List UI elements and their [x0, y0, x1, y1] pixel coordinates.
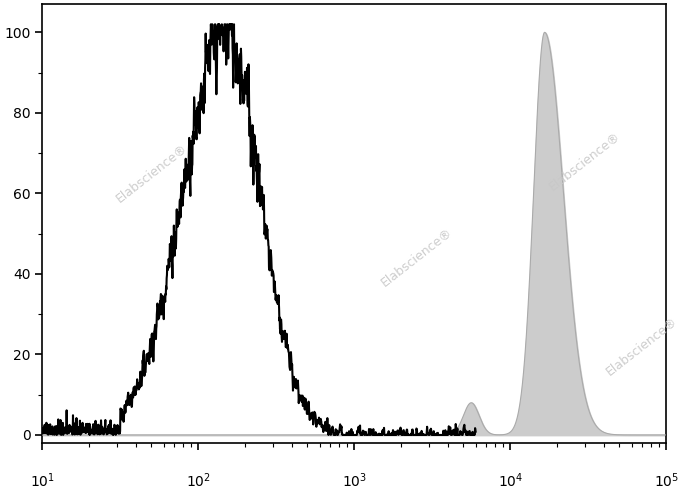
- Text: Elabscience®: Elabscience®: [604, 315, 680, 378]
- Text: $10^{3}$: $10^{3}$: [342, 471, 367, 490]
- Text: $10^{1}$: $10^{1}$: [30, 471, 55, 490]
- Text: $10^{2}$: $10^{2}$: [186, 471, 211, 490]
- Text: $10^{5}$: $10^{5}$: [654, 471, 679, 490]
- Text: $10^{4}$: $10^{4}$: [497, 471, 523, 490]
- Text: Elabscience®: Elabscience®: [378, 226, 455, 290]
- Text: Elabscience®: Elabscience®: [546, 129, 623, 193]
- Text: Elabscience®: Elabscience®: [113, 142, 190, 205]
